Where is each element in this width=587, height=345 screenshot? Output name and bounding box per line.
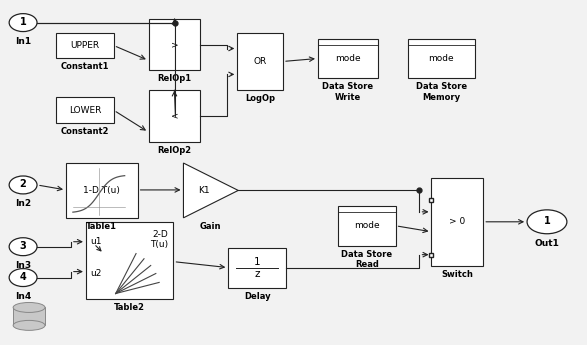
FancyBboxPatch shape [86,222,174,299]
Text: Switch: Switch [441,269,473,279]
FancyBboxPatch shape [66,163,137,218]
Text: mode: mode [354,221,380,230]
FancyBboxPatch shape [149,19,200,70]
Text: 3: 3 [20,241,26,251]
Text: UPPER: UPPER [70,41,99,50]
Text: Data Store
Write: Data Store Write [322,82,373,102]
Text: mode: mode [335,54,360,63]
Ellipse shape [9,238,37,256]
FancyBboxPatch shape [431,178,483,266]
Text: mode: mode [429,54,454,63]
Text: Table2: Table2 [114,304,145,313]
Ellipse shape [9,14,37,32]
Text: In4: In4 [15,292,31,300]
Text: Constant2: Constant2 [60,127,109,136]
Text: In3: In3 [15,260,31,270]
FancyBboxPatch shape [237,32,283,90]
Text: > 0: > 0 [449,217,465,226]
Text: 4: 4 [20,272,26,282]
FancyBboxPatch shape [56,97,114,123]
Text: 1-D T(u): 1-D T(u) [83,186,120,195]
Text: Constant1: Constant1 [60,62,109,71]
FancyBboxPatch shape [13,307,45,325]
Text: >: > [171,40,178,49]
Text: In1: In1 [15,37,31,46]
Text: Delay: Delay [244,292,271,300]
FancyBboxPatch shape [318,39,377,78]
Text: 1: 1 [20,17,26,27]
Text: u1: u1 [90,237,102,246]
Ellipse shape [13,321,45,331]
Text: K1: K1 [198,186,210,195]
Ellipse shape [9,176,37,194]
Text: 1: 1 [544,216,551,226]
Polygon shape [184,163,238,218]
Text: Out1: Out1 [535,239,559,248]
FancyBboxPatch shape [56,32,114,58]
Text: LogOp: LogOp [245,94,275,103]
Text: u2: u2 [90,269,101,278]
Text: LOWER: LOWER [69,106,101,115]
Text: RelOp1: RelOp1 [157,75,191,83]
Text: In2: In2 [15,199,31,208]
FancyBboxPatch shape [149,90,200,142]
Ellipse shape [9,269,37,287]
Text: Data Store
Read: Data Store Read [341,250,392,269]
Text: <: < [171,112,178,121]
Text: 2: 2 [20,179,26,189]
Text: Data Store
Memory: Data Store Memory [416,82,467,102]
Ellipse shape [527,210,567,234]
Ellipse shape [13,303,45,313]
Text: Gain: Gain [200,222,221,231]
FancyBboxPatch shape [228,248,286,287]
Text: 2-D
T(u): 2-D T(u) [150,230,168,249]
Text: Table1: Table1 [86,222,117,231]
FancyBboxPatch shape [338,206,396,246]
Text: z: z [254,269,260,279]
FancyBboxPatch shape [407,39,475,78]
Text: RelOp2: RelOp2 [157,146,191,155]
Text: 1: 1 [254,257,261,267]
Text: OR: OR [254,57,266,66]
